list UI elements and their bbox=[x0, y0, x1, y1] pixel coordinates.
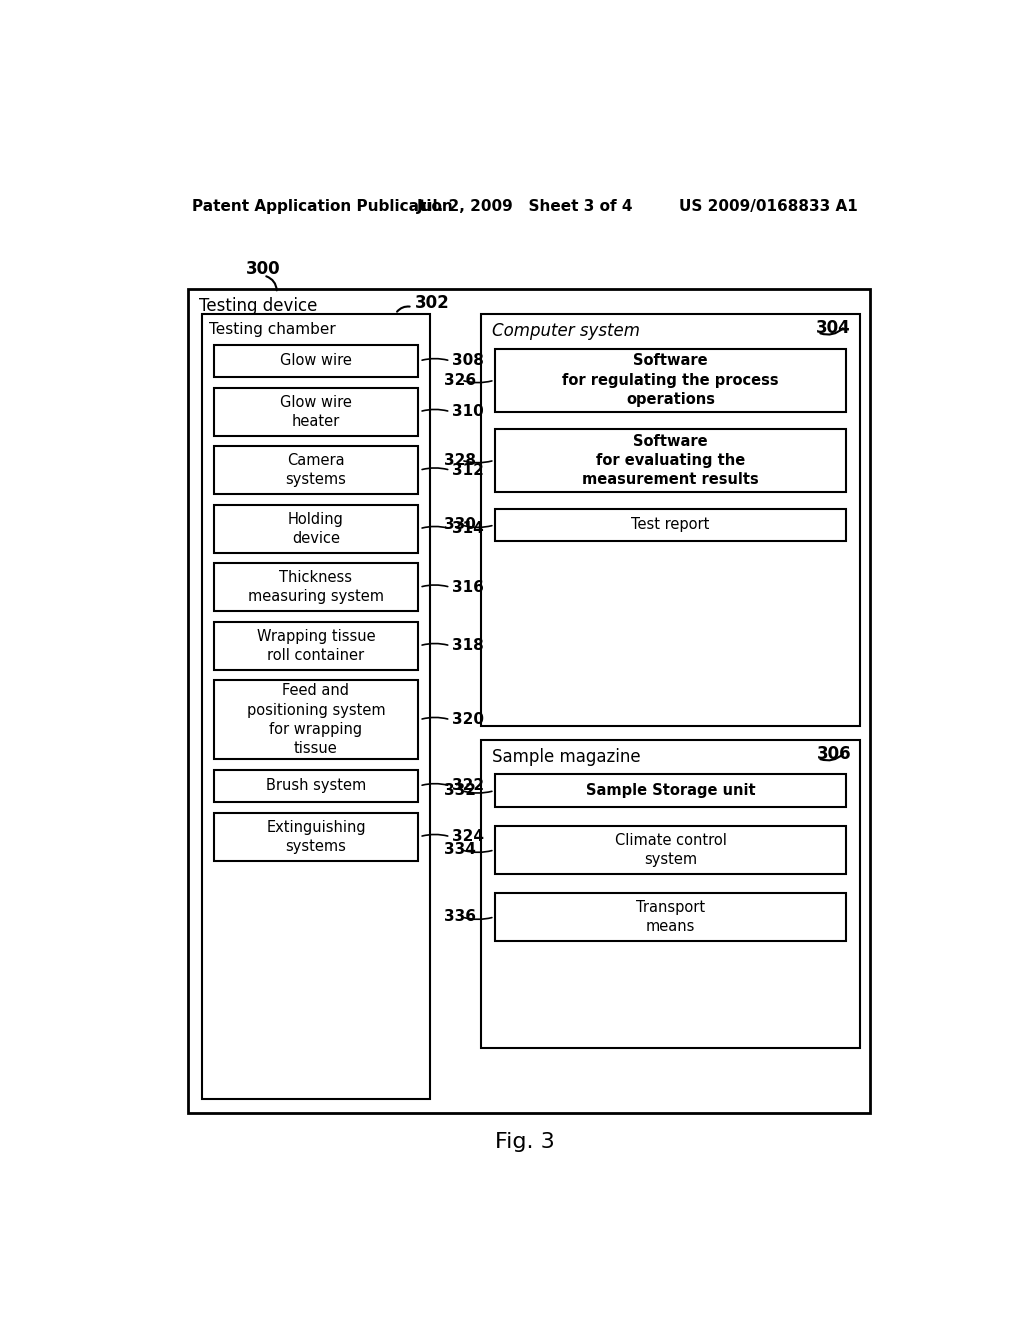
Text: Thickness
measuring system: Thickness measuring system bbox=[248, 570, 384, 605]
Bar bbox=[495, 826, 847, 874]
Bar bbox=[214, 622, 418, 669]
Text: Testing device: Testing device bbox=[200, 297, 317, 315]
Bar bbox=[495, 775, 847, 807]
Text: Wrapping tissue
roll container: Wrapping tissue roll container bbox=[257, 628, 375, 663]
Text: Camera
systems: Camera systems bbox=[286, 453, 346, 487]
Text: Glow wire: Glow wire bbox=[280, 354, 352, 368]
Bar bbox=[495, 348, 847, 412]
Text: Transport
means: Transport means bbox=[636, 900, 706, 935]
Text: Patent Application Publication: Patent Application Publication bbox=[191, 198, 453, 214]
Text: 308: 308 bbox=[452, 354, 483, 368]
Bar bbox=[480, 314, 860, 726]
Text: Sample Storage unit: Sample Storage unit bbox=[586, 783, 756, 799]
Text: Brush system: Brush system bbox=[266, 779, 366, 793]
Text: 312: 312 bbox=[452, 463, 483, 478]
Text: Feed and
positioning system
for wrapping
tissue: Feed and positioning system for wrapping… bbox=[247, 684, 385, 756]
Text: Glow wire
heater: Glow wire heater bbox=[280, 395, 352, 429]
Bar bbox=[214, 564, 418, 611]
Text: 330: 330 bbox=[444, 517, 476, 532]
Text: 324: 324 bbox=[452, 829, 484, 845]
Bar bbox=[214, 681, 418, 759]
Text: 332: 332 bbox=[444, 783, 476, 799]
Text: 314: 314 bbox=[452, 521, 483, 536]
Text: Testing chamber: Testing chamber bbox=[209, 322, 336, 337]
Text: 318: 318 bbox=[452, 639, 483, 653]
Bar bbox=[214, 345, 418, 378]
Text: Holding
device: Holding device bbox=[288, 512, 344, 546]
Text: 322: 322 bbox=[452, 779, 484, 793]
Text: 302: 302 bbox=[415, 294, 450, 312]
Text: Jul. 2, 2009   Sheet 3 of 4: Jul. 2, 2009 Sheet 3 of 4 bbox=[417, 198, 633, 214]
Text: Fig. 3: Fig. 3 bbox=[495, 1133, 555, 1152]
Bar bbox=[214, 813, 418, 861]
Text: Climate control
system: Climate control system bbox=[614, 833, 726, 867]
Text: 336: 336 bbox=[444, 909, 476, 924]
Text: 326: 326 bbox=[444, 372, 476, 388]
Bar bbox=[188, 289, 870, 1113]
Text: 310: 310 bbox=[452, 404, 483, 420]
Text: Computer system: Computer system bbox=[493, 322, 640, 339]
Bar bbox=[214, 506, 418, 553]
Bar bbox=[214, 388, 418, 436]
Bar bbox=[480, 739, 860, 1048]
Text: US 2009/0168833 A1: US 2009/0168833 A1 bbox=[679, 198, 858, 214]
Bar bbox=[214, 770, 418, 803]
Text: Sample magazine: Sample magazine bbox=[493, 747, 641, 766]
Bar bbox=[214, 446, 418, 494]
Text: 320: 320 bbox=[452, 713, 484, 727]
Bar bbox=[202, 314, 430, 1100]
Text: Test report: Test report bbox=[632, 517, 710, 532]
Text: 316: 316 bbox=[452, 579, 483, 595]
Bar bbox=[495, 508, 847, 541]
Text: 304: 304 bbox=[816, 319, 851, 337]
Text: 306: 306 bbox=[816, 744, 851, 763]
Text: 334: 334 bbox=[444, 842, 476, 858]
Bar bbox=[495, 429, 847, 492]
Text: Software
for regulating the process
operations: Software for regulating the process oper… bbox=[562, 354, 779, 407]
Text: Extinguishing
systems: Extinguishing systems bbox=[266, 820, 366, 854]
Text: 300: 300 bbox=[246, 260, 281, 277]
Text: Software
for evaluating the
measurement results: Software for evaluating the measurement … bbox=[582, 433, 759, 487]
Text: 328: 328 bbox=[444, 453, 476, 467]
Bar bbox=[495, 892, 847, 941]
